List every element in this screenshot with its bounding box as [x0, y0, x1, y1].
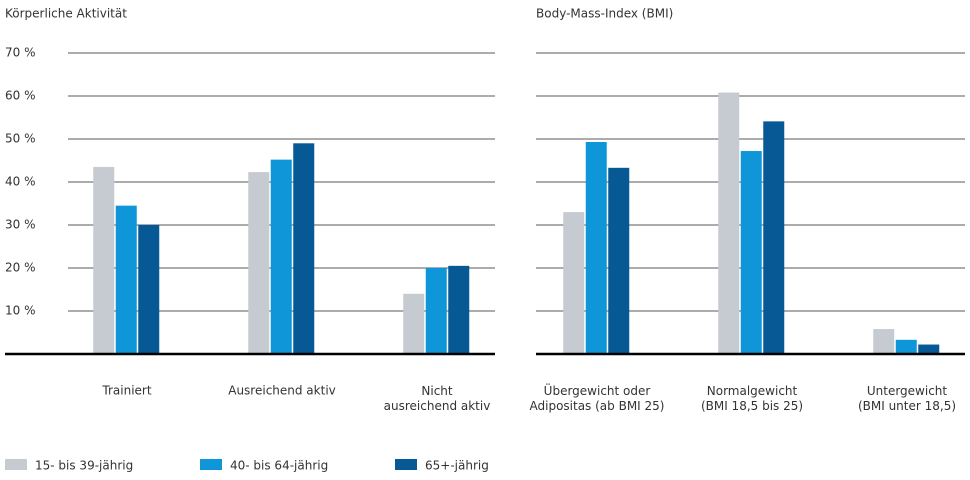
- legend-swatch: [5, 459, 27, 470]
- x-tick-label: Untergewicht (BMI unter 18,5): [858, 384, 956, 413]
- bar: [585, 142, 607, 354]
- x-tick-label: Normalgewicht (BMI 18,5 bis 25): [701, 384, 803, 413]
- legend-label: 65+-jährig: [425, 459, 489, 473]
- y-tick-label: 10 %: [5, 304, 36, 318]
- bar: [425, 268, 447, 354]
- bar: [115, 205, 137, 354]
- bar: [895, 339, 917, 354]
- bar: [740, 151, 762, 354]
- x-tick-label: Nicht ausreichend aktiv: [384, 384, 491, 413]
- chart-title: Körperliche Aktivität: [5, 7, 127, 21]
- y-tick-label: 60 %: [5, 89, 36, 103]
- bar: [293, 143, 315, 354]
- bar: [248, 172, 270, 354]
- legend-swatch: [395, 459, 417, 470]
- x-tick-label: Ausreichend aktiv: [228, 384, 336, 398]
- bar: [718, 92, 740, 354]
- y-tick-label: 20 %: [5, 261, 36, 275]
- bar: [448, 265, 470, 354]
- bar: [763, 121, 785, 355]
- chart-title: Body-Mass-Index (BMI): [536, 7, 673, 21]
- y-tick-label: 50 %: [5, 132, 36, 146]
- bar: [918, 344, 940, 354]
- x-tick-label: Trainiert: [101, 384, 151, 398]
- bar: [270, 159, 292, 354]
- bar: [93, 166, 115, 354]
- legend-label: 15- bis 39-jährig: [35, 459, 133, 473]
- y-tick-label: 70 %: [5, 46, 36, 60]
- bar: [873, 329, 895, 354]
- y-tick-label: 30 %: [5, 218, 36, 232]
- legend-label: 40- bis 64-jährig: [230, 459, 328, 473]
- bar: [608, 167, 630, 354]
- bar: [563, 212, 585, 354]
- bar: [138, 225, 160, 354]
- bar: [403, 293, 425, 354]
- legend-swatch: [200, 459, 222, 470]
- x-tick-label: Übergewicht oder Adipositas (ab BMI 25): [530, 382, 665, 413]
- y-tick-label: 40 %: [5, 175, 36, 189]
